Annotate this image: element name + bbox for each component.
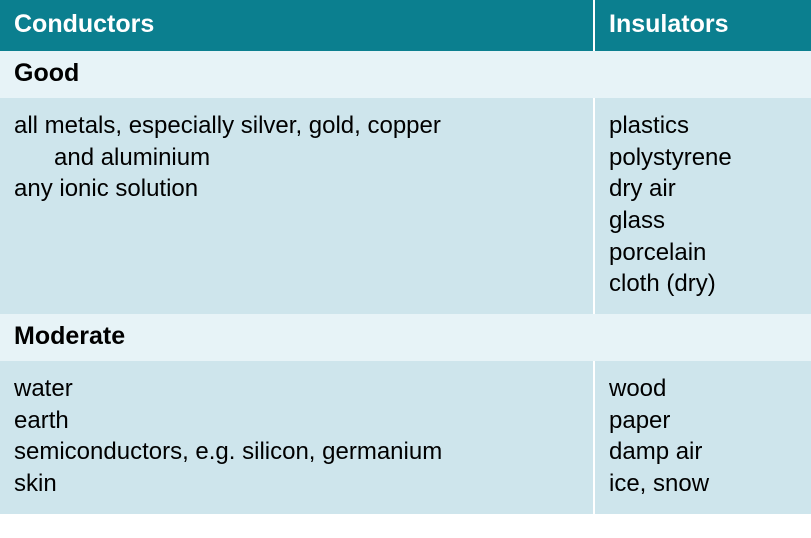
body-row-good: all metals, especially silver, gold, cop… (0, 98, 811, 314)
moderate-insulators-cell: wood paper damp air ice, snow (594, 361, 811, 514)
list-item: porcelain (609, 237, 797, 269)
list-item: water (14, 373, 579, 405)
list-item: earth (14, 405, 579, 437)
list-item: ice, snow (609, 468, 797, 500)
list-item: all metals, especially silver, gold, cop… (14, 110, 579, 142)
list-item: wood (609, 373, 797, 405)
list-item: glass (609, 205, 797, 237)
section-label-good: Good (0, 51, 811, 98)
list-item: semiconductors, e.g. silicon, germanium (14, 436, 579, 468)
moderate-conductors-cell: water earth semiconductors, e.g. silicon… (0, 361, 594, 514)
table-header-row: Conductors Insulators (0, 0, 811, 51)
list-item: polystyrene (609, 142, 797, 174)
list-item: any ionic solution (14, 173, 579, 205)
list-item: skin (14, 468, 579, 500)
header-conductors: Conductors (0, 0, 594, 51)
header-insulators: Insulators (594, 0, 811, 51)
good-conductors-cell: all metals, especially silver, gold, cop… (0, 98, 594, 314)
list-item: paper (609, 405, 797, 437)
list-item: cloth (dry) (609, 268, 797, 300)
section-row-moderate: Moderate (0, 314, 811, 361)
list-item: plastics (609, 110, 797, 142)
materials-table: Conductors Insulators Good all metals, e… (0, 0, 811, 514)
section-label-moderate: Moderate (0, 314, 811, 361)
list-item: dry air (609, 173, 797, 205)
body-row-moderate: water earth semiconductors, e.g. silicon… (0, 361, 811, 514)
section-row-good: Good (0, 51, 811, 98)
list-item: damp air (609, 436, 797, 468)
list-item: and aluminium (14, 142, 579, 174)
good-insulators-cell: plastics polystyrene dry air glass porce… (594, 98, 811, 314)
